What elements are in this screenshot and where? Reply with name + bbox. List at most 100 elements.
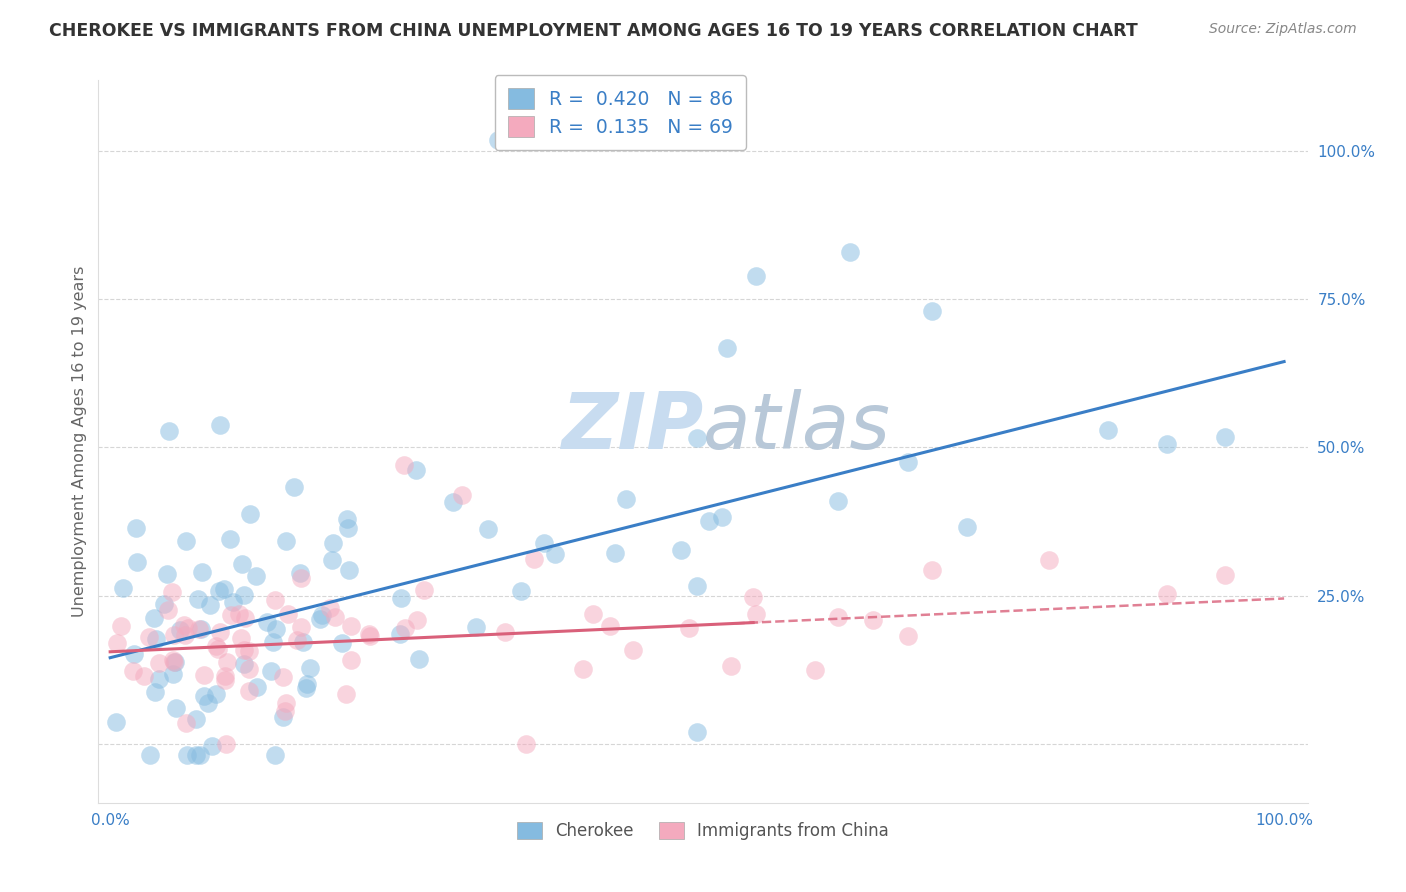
Point [157, 603, 180, 617]
Point [204, 639, 226, 653]
Point [208, 417, 231, 432]
Point [357, 627, 380, 641]
Point [330, 636, 353, 650]
Point [214, 669, 236, 683]
Point [256, 615, 278, 629]
Point [173, 618, 195, 632]
Point [956, 520, 979, 534]
Point [277, 607, 299, 622]
Point [443, 494, 465, 508]
Point [162, 585, 184, 599]
Point [162, 653, 184, 667]
Point [239, 507, 262, 521]
Point [212, 582, 235, 597]
Point [219, 533, 242, 547]
Point [290, 620, 312, 634]
Point [543, 547, 565, 561]
Point [214, 737, 236, 751]
Point [614, 491, 637, 506]
Point [669, 543, 692, 558]
Point [290, 571, 312, 585]
Point [111, 581, 134, 595]
Point [157, 425, 180, 439]
Point [233, 588, 256, 602]
Point [322, 535, 344, 549]
Point [153, 598, 176, 612]
Point [897, 455, 920, 469]
Point [283, 480, 305, 494]
Point [184, 748, 207, 763]
Point [187, 592, 209, 607]
Point [193, 690, 215, 704]
Point [288, 566, 311, 580]
Point [339, 619, 361, 633]
Point [174, 716, 197, 731]
Point [221, 607, 243, 622]
Point [165, 701, 187, 715]
Point [190, 623, 212, 637]
Point [263, 748, 285, 763]
Point [263, 593, 285, 607]
Point [148, 657, 170, 671]
Point [198, 598, 221, 612]
Point [742, 590, 765, 604]
Point [187, 622, 209, 636]
Point [686, 724, 709, 739]
Point [1038, 553, 1060, 567]
Point [156, 567, 179, 582]
Point [515, 737, 537, 751]
Point [451, 488, 474, 502]
Point [238, 644, 260, 658]
Point [274, 696, 297, 710]
Point [336, 521, 359, 535]
Point [208, 584, 231, 599]
Point [176, 748, 198, 763]
Point [1215, 568, 1237, 582]
Point [827, 493, 849, 508]
Point [389, 591, 412, 606]
Point [197, 696, 219, 710]
Point [184, 712, 207, 726]
Point [125, 521, 148, 535]
Point [803, 663, 825, 677]
Point [582, 607, 605, 621]
Point [862, 613, 884, 627]
Point [716, 341, 738, 355]
Point [285, 633, 308, 648]
Point [405, 463, 427, 477]
Point [105, 714, 128, 729]
Point [406, 613, 429, 627]
Point [233, 657, 256, 671]
Point [148, 673, 170, 687]
Point [163, 655, 186, 669]
Point [486, 132, 509, 146]
Point [394, 621, 416, 635]
Point [523, 551, 546, 566]
Point [838, 245, 860, 260]
Point [477, 522, 499, 536]
Point [191, 566, 214, 580]
Point [745, 268, 768, 283]
Point [1156, 437, 1178, 451]
Point [124, 648, 146, 662]
Point [745, 607, 768, 622]
Point [127, 555, 149, 569]
Text: ZIP: ZIP [561, 389, 703, 465]
Point [233, 611, 256, 625]
Point [319, 601, 342, 615]
Point [207, 641, 229, 656]
Point [720, 658, 742, 673]
Point [921, 304, 943, 318]
Point [229, 631, 252, 645]
Point [392, 458, 415, 473]
Point [510, 583, 533, 598]
Point [215, 655, 238, 669]
Point [335, 687, 357, 701]
Point [204, 687, 226, 701]
Point [292, 635, 315, 649]
Text: CHEROKEE VS IMMIGRANTS FROM CHINA UNEMPLOYMENT AMONG AGES 16 TO 19 YEARS CORRELA: CHEROKEE VS IMMIGRANTS FROM CHINA UNEMPL… [49, 22, 1137, 40]
Point [105, 636, 128, 650]
Point [686, 579, 709, 593]
Point [678, 621, 700, 635]
Point [533, 535, 555, 549]
